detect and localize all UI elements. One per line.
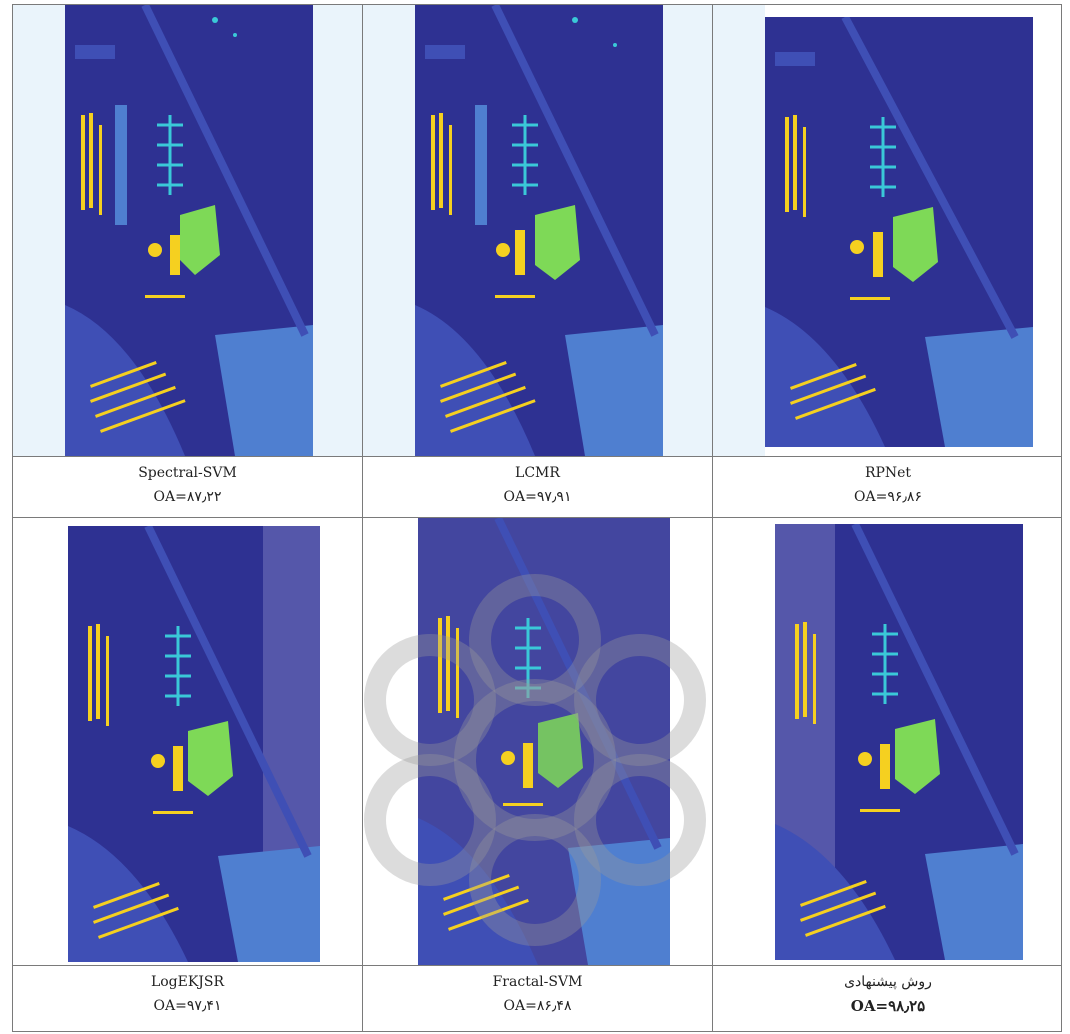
- map-cell-lcmr: [363, 5, 713, 456]
- classification-map: [68, 526, 320, 962]
- caption-spectral-svm: Spectral-SVM OA=۸۷٫۲۲: [13, 457, 363, 517]
- map-cell-logekjsr: [13, 518, 363, 965]
- map-cell-proposed: [713, 518, 1063, 965]
- map-cell-fractal-svm: [363, 518, 713, 965]
- oa-value: OA=۹۶٫۸۶: [854, 489, 922, 505]
- map-cell-rpnet: [713, 5, 1063, 456]
- caption-lcmr: LCMR OA=۹۷٫۹۱: [363, 457, 713, 517]
- caption-logekjsr: LogEKJSR OA=۹۷٫۴۱: [13, 966, 363, 1032]
- classification-map: [418, 518, 670, 965]
- oa-value: OA=۸۷٫۲۲: [153, 489, 222, 505]
- method-name: Spectral-SVM: [138, 465, 237, 481]
- method-name: LogEKJSR: [150, 974, 225, 990]
- classification-map: [415, 5, 663, 456]
- caption-rpnet: RPNet OA=۹۶٫۸۶: [713, 457, 1063, 517]
- oa-value: OA=۹۷٫۹۱: [503, 489, 572, 505]
- classification-map: [65, 5, 313, 456]
- oa-value: OA=۹۸٫۲۵: [850, 997, 926, 1015]
- method-name: LCMR: [515, 465, 560, 481]
- figure-table: Spectral-SVM OA=۸۷٫۲۲ LCMR OA=۹۷٫۹۱ RPNe…: [12, 4, 1062, 1032]
- method-name: Fractal-SVM: [492, 974, 583, 990]
- oa-value: OA=۹۷٫۴۱: [153, 998, 222, 1014]
- method-name: RPNet: [864, 465, 912, 481]
- oa-value: OA=۸۶٫۴۸: [503, 998, 572, 1014]
- caption-fractal-svm: Fractal-SVM OA=۸۶٫۴۸: [363, 966, 713, 1032]
- caption-proposed: روش پیشنهادی OA=۹۸٫۲۵: [713, 966, 1063, 1032]
- map-cell-spectral-svm: [13, 5, 363, 456]
- classification-map: [765, 17, 1033, 447]
- classification-map: [775, 524, 1023, 960]
- method-name: روش پیشنهادی: [844, 974, 932, 990]
